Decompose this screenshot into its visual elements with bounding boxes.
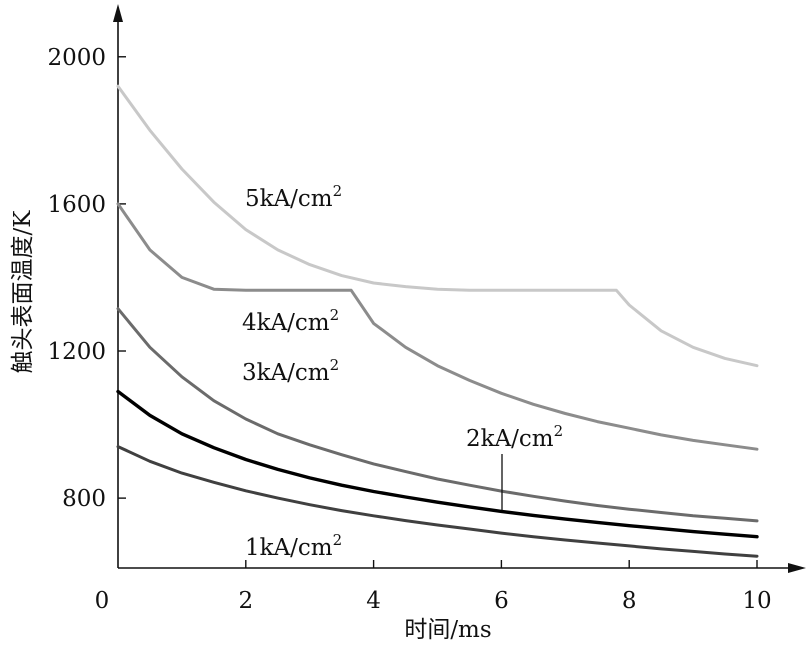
series-label-3ka: 3kA/cm2 xyxy=(242,356,339,386)
x-tick-label: 2 xyxy=(238,588,253,614)
series-line xyxy=(116,389,759,539)
y-tick-label: 2000 xyxy=(47,45,106,71)
y-axis-arrow xyxy=(113,4,123,22)
series-label-4ka: 4kA/cm2 xyxy=(242,306,339,336)
y-ticks: 800 1200 1600 2000 xyxy=(47,45,126,512)
series-line xyxy=(116,202,759,451)
series-label-5ka: 5kA/cm2 xyxy=(245,182,342,212)
y-tick-label: 1600 xyxy=(47,192,106,218)
y-tick-label: 800 xyxy=(62,486,106,512)
x-ticks: 0 2 4 6 8 10 xyxy=(95,560,772,614)
y-tick-label: 1200 xyxy=(47,339,106,365)
series-line xyxy=(116,84,759,368)
x-axis-arrow xyxy=(788,563,806,573)
x-tick-label: 0 xyxy=(95,588,110,614)
series-line xyxy=(116,445,759,558)
series-lines xyxy=(116,84,759,558)
x-tick-label: 6 xyxy=(494,588,509,614)
x-tick-label: 4 xyxy=(366,588,381,614)
x-tick-label: 10 xyxy=(742,588,771,614)
series-label-2ka: 2kA/cm2 xyxy=(466,422,563,452)
y-axis-title: 触头表面温度/K xyxy=(10,210,36,374)
x-axis-title: 时间/ms xyxy=(404,617,491,643)
axes xyxy=(113,4,806,573)
series-label-1ka: 1kA/cm2 xyxy=(245,531,342,561)
series-line xyxy=(116,307,759,523)
x-tick-label: 8 xyxy=(622,588,637,614)
